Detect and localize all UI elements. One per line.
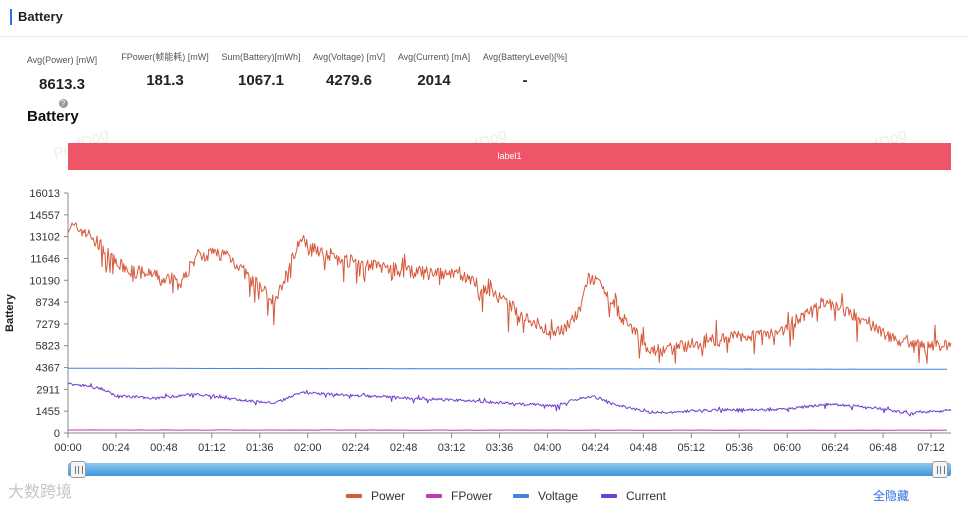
legend-label: Current xyxy=(626,489,667,503)
x-tick-label: 00:48 xyxy=(150,442,178,454)
label-band[interactable]: label1 xyxy=(68,143,951,170)
y-tick-label: 1455 xyxy=(36,406,60,418)
stat-item: Avg(BatteryLevel)[%] - xyxy=(465,50,585,89)
stat-label: FPower(帧能耗) [mW] xyxy=(121,52,209,62)
x-tick-label: 04:24 xyxy=(582,442,610,454)
y-tick-label: 7279 xyxy=(36,319,60,331)
y-tick-label: 5823 xyxy=(36,341,60,353)
x-tick-label: 06:00 xyxy=(773,442,801,454)
y-tick-label: 16013 xyxy=(29,188,60,200)
brand-logo: 大数跨境 xyxy=(8,484,73,501)
x-tick-label: 04:48 xyxy=(630,442,658,454)
x-tick-label: 05:36 xyxy=(725,442,753,454)
x-tick-label: 03:12 xyxy=(438,442,466,454)
series-line-power xyxy=(67,222,952,364)
stat-item: Avg(Voltage) [mV] 4279.6 xyxy=(289,50,409,89)
x-tick-label: 02:24 xyxy=(342,442,370,454)
stat-value: 181.3 xyxy=(146,72,184,89)
y-tick-label: 11646 xyxy=(30,253,60,265)
x-tick-label: 05:12 xyxy=(678,442,706,454)
help-icon[interactable]: ? xyxy=(58,99,68,108)
zoom-slider-track[interactable] xyxy=(68,463,951,476)
hide-all-button[interactable]: 全隐藏 xyxy=(873,489,910,503)
stat-value: - xyxy=(522,72,528,89)
y-tick-label: 14557 xyxy=(29,210,60,222)
x-tick-label: 00:24 xyxy=(102,442,130,454)
legend-swatch xyxy=(601,494,617,498)
stat-value: 2014 xyxy=(417,72,451,89)
y-axis-label: Battery xyxy=(4,293,16,332)
legend-label: Voltage xyxy=(538,489,579,503)
panel-title: Battery xyxy=(18,9,63,24)
series-line-current xyxy=(67,382,952,417)
zoom-slider-start-handle[interactable] xyxy=(70,461,86,478)
stat-label: Avg(Current) [mA] xyxy=(397,52,471,62)
x-tick-label: 04:00 xyxy=(534,442,562,454)
x-tick-label: 01:36 xyxy=(246,442,274,454)
legend-swatch xyxy=(426,494,442,498)
x-tick-label: 00:00 xyxy=(54,442,82,454)
x-tick-label: 02:48 xyxy=(390,442,418,454)
x-tick-label: 07:12 xyxy=(917,442,945,454)
header-accent-bar xyxy=(10,9,12,25)
stat-value: 8613.3 xyxy=(39,76,85,93)
legend-label: Power xyxy=(371,489,406,503)
stat-value: 1067.1 xyxy=(238,72,284,89)
y-tick-label: 4367 xyxy=(36,363,60,375)
stat-label: Avg(BatteryLevel)[%] xyxy=(482,52,568,62)
x-tick-label: 06:48 xyxy=(869,442,897,454)
stat-value: 4279.6 xyxy=(326,72,372,89)
stat-item: Sum(Battery)[mWh] 1067.1 xyxy=(201,50,321,89)
stat-label: Avg(Voltage) [mV] xyxy=(312,52,386,62)
y-tick-label: 2911 xyxy=(36,384,60,396)
y-tick-label: 8734 xyxy=(36,297,60,309)
x-tick-label: 02:00 xyxy=(294,442,322,454)
stat-item: Avg(Current) [mA] 2014 xyxy=(374,50,494,89)
stat-item: FPower(帧能耗) [mW] 181.3 xyxy=(105,50,225,89)
stats-row: Avg(Power) [mW] 8613.3? FPower(帧能耗) [mW] 18… xyxy=(0,50,968,108)
x-tick-label: 03:36 xyxy=(486,442,514,454)
y-tick-label: 0 xyxy=(54,428,60,440)
stat-label: Sum(Battery)[mWh] xyxy=(221,52,301,62)
legend-label: FPower xyxy=(451,489,493,503)
stat-label: Avg(Power) [mW] xyxy=(26,55,98,65)
y-tick-label: 10190 xyxy=(29,275,60,287)
y-tick-label: 13102 xyxy=(29,232,60,244)
legend-swatch xyxy=(346,494,362,498)
x-tick-label: 01:12 xyxy=(198,442,226,454)
chart-title: Battery xyxy=(27,108,79,125)
stat-item: Avg(Power) [mW] 8613.3? xyxy=(2,50,122,111)
x-tick-label: 06:24 xyxy=(821,442,849,454)
series-line-voltage xyxy=(68,367,947,370)
legend-swatch xyxy=(513,494,529,498)
panel-header: Battery xyxy=(0,0,968,37)
zoom-slider-end-handle[interactable] xyxy=(932,461,948,478)
